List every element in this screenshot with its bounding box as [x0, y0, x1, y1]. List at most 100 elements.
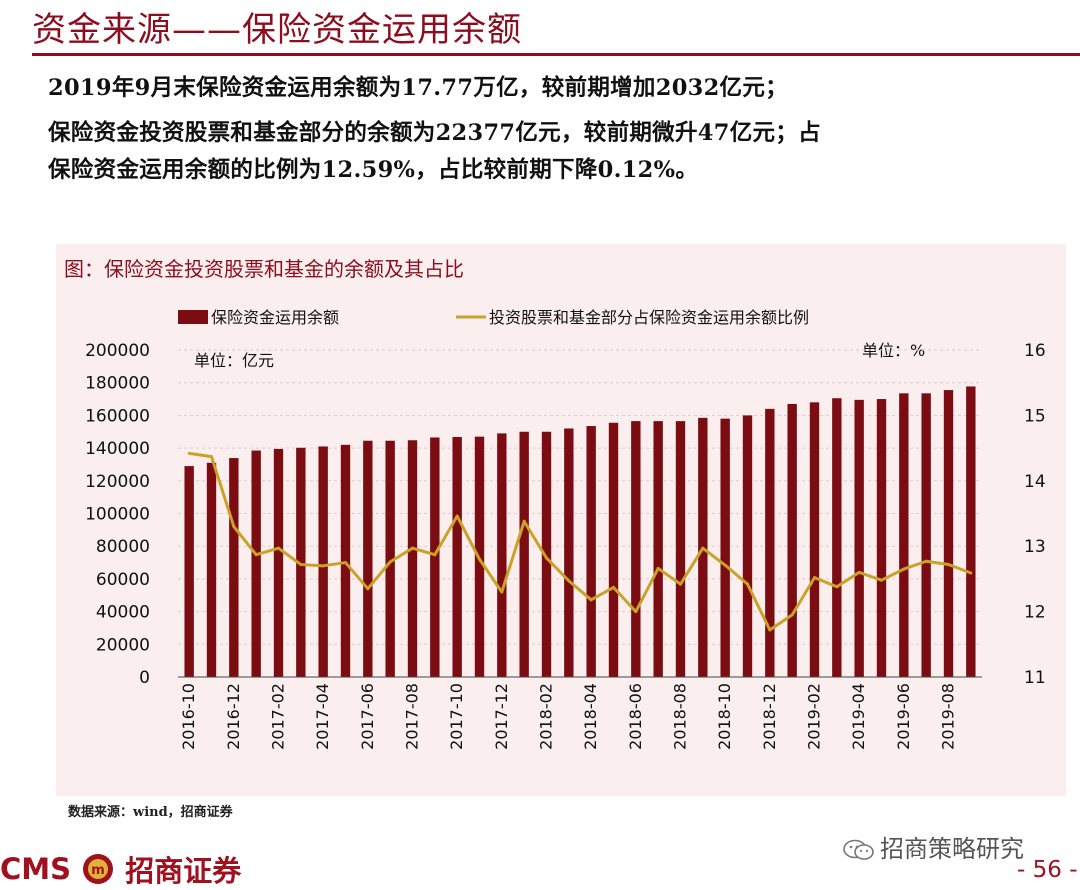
ratio-point: [232, 525, 236, 529]
ratio-point: [545, 556, 548, 560]
ratio-point: [299, 563, 303, 567]
y-left-tick-label: 160000: [85, 406, 150, 426]
bar: [653, 421, 663, 677]
y-left-tick-label: 200000: [85, 341, 150, 361]
ratio-point: [612, 585, 615, 589]
x-tick-label: 2017-12: [492, 683, 511, 750]
x-tick-label: 2019-08: [939, 683, 958, 750]
bar: [720, 418, 730, 677]
ratio-line: [188, 451, 972, 632]
page-number: - 56 -: [1017, 857, 1078, 883]
y-left-tick-label: 120000: [85, 472, 150, 492]
ratio-point: [969, 571, 973, 575]
summary-paragraph-2: 保险资金投资股票和基金部分的余额为22377亿元，较前期微升47亿元；占: [48, 120, 821, 146]
ratio-point: [455, 514, 459, 518]
x-tick-label: 2017-02: [269, 683, 288, 750]
ratio-point: [321, 564, 325, 568]
x-tick-label: 2018-06: [626, 683, 645, 750]
y-right-tick-label: 16: [1024, 341, 1046, 361]
ratio-point: [277, 546, 280, 550]
ratio-point: [254, 553, 258, 557]
y-left-tick-label: 100000: [85, 505, 150, 525]
bar: [966, 386, 976, 677]
legend-bar-label: 保险资金运用余额: [211, 308, 339, 327]
y-right-tick-label: 12: [1024, 603, 1046, 623]
x-tick-label: 2016-12: [224, 683, 243, 750]
bar: [318, 446, 328, 677]
ratio-point: [902, 567, 906, 571]
bar: [519, 431, 529, 677]
bar: [296, 447, 306, 677]
bar: [787, 403, 797, 677]
left-unit-label: 单位：亿元: [194, 351, 274, 370]
ratio-point: [433, 553, 437, 557]
ratio-point: [478, 557, 481, 561]
ratio-point: [790, 613, 794, 617]
bar: [876, 399, 887, 677]
chart-title: 图：保险资金投资股票和基金的余额及其占比: [64, 257, 464, 281]
bar: [430, 437, 440, 677]
logo-text: CMS: [0, 852, 72, 886]
ratio-point: [522, 519, 526, 523]
bar: [407, 440, 418, 677]
logo-company-name: 招商证券: [125, 854, 242, 888]
ratio-point: [947, 563, 950, 567]
x-tick-label: 2019-04: [849, 683, 868, 750]
bar: [899, 393, 909, 677]
chart-svg: 图：保险资金投资股票和基金的余额及其占比 保险资金运用余额 投资股票和基金部分占…: [64, 257, 1046, 750]
x-tick-label: 2017-10: [447, 683, 466, 750]
ratio-point: [500, 590, 504, 594]
ratio-point: [835, 585, 839, 589]
y-left-tick-label: 180000: [85, 374, 150, 394]
bar: [363, 440, 373, 677]
summary-paragraph-1: 2019年9月末保险资金运用余额为17.77万亿，较前期增加2032亿元；: [48, 75, 788, 101]
ratio-point: [366, 587, 370, 591]
x-tick-label: 2019-06: [894, 683, 913, 750]
bar: [385, 440, 395, 677]
wechat-icon: [843, 839, 874, 860]
y-right-tick-label: 14: [1024, 472, 1046, 492]
chart-panel: 图：保险资金投资股票和基金的余额及其占比 保险资金运用余额 投资股票和基金部分占…: [56, 244, 1066, 796]
bar: [608, 422, 619, 677]
x-tick-label: 2017-08: [403, 683, 422, 750]
y-right-tick-label: 11: [1024, 668, 1046, 688]
ratio-point: [746, 582, 749, 586]
bar: [452, 436, 462, 677]
ratio-point: [344, 561, 347, 565]
y-left-tick-label: 60000: [96, 570, 150, 590]
x-tick-label: 2018-08: [671, 683, 690, 750]
x-tick-label: 2018-12: [760, 683, 779, 750]
bar: [675, 421, 686, 677]
ratio-point: [880, 578, 883, 582]
y-left-tick-label: 20000: [96, 635, 150, 655]
bar: [184, 466, 194, 677]
ratio-point: [187, 451, 191, 455]
x-tick-label: 2017-04: [313, 683, 332, 750]
ratio-point: [388, 560, 392, 564]
bar: [631, 421, 641, 677]
ratio-point: [679, 582, 682, 586]
ratio-point: [411, 546, 414, 550]
bar: [586, 426, 596, 677]
ratio-point: [656, 566, 660, 570]
y-left-tick-label: 140000: [85, 439, 150, 459]
y-right-tick-label: 15: [1024, 406, 1046, 426]
ratio-point: [813, 576, 816, 580]
y-right-tick-label: 13: [1024, 537, 1046, 557]
bar: [854, 399, 864, 677]
bar: [765, 408, 775, 677]
legend-line-label: 投资股票和基金部分占保险资金运用余额比例: [489, 308, 809, 327]
ratio-point: [768, 628, 772, 632]
bar: [809, 402, 820, 677]
ratio-point: [701, 546, 705, 550]
bar: [206, 462, 217, 677]
source-note: 数据来源：wind，招商证券: [68, 805, 233, 820]
x-tick-label: 2018-04: [581, 683, 600, 750]
summary-paragraph-3: 保险资金运用余额的比例为12.59%，占比较前期下降0.12%。: [48, 157, 699, 183]
x-tick-label: 2017-06: [358, 683, 377, 750]
axes: 0 20000 40000 60000 80000 100000 120000 140000 1…: [85, 341, 1046, 750]
title-underline: [32, 53, 1080, 56]
svg-text:m: m: [91, 863, 105, 878]
bar: [564, 428, 574, 677]
bar: [943, 390, 954, 677]
